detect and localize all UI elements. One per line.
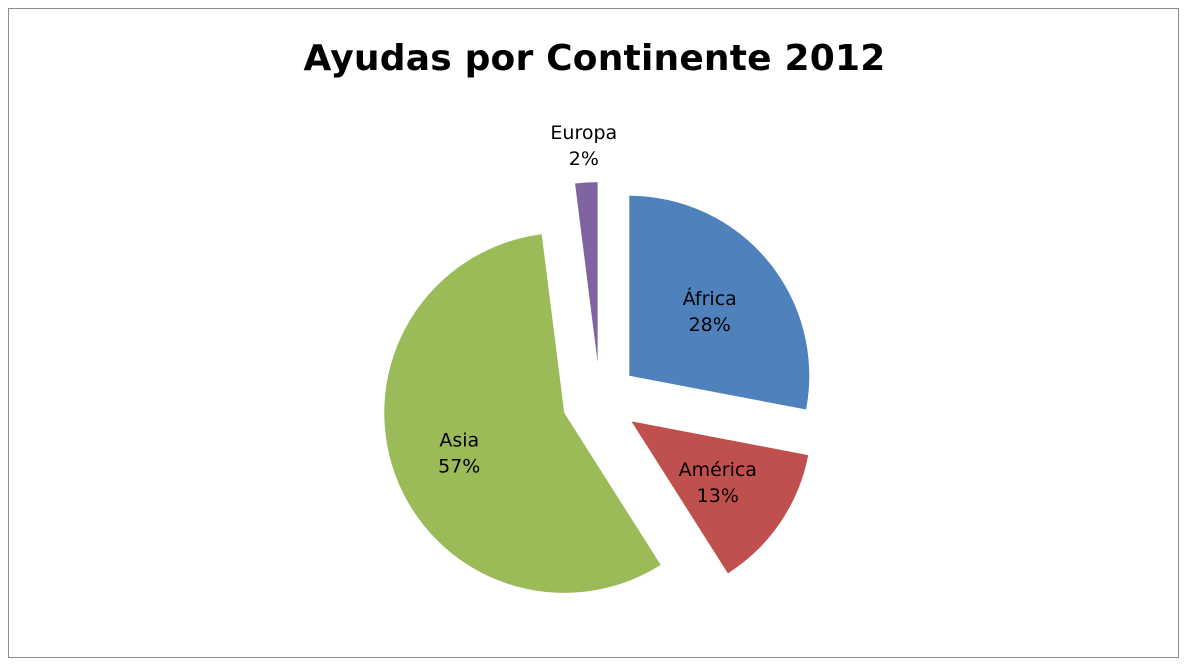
slice-label-name: Europa bbox=[550, 122, 617, 144]
pie-slice-europa bbox=[575, 182, 598, 363]
slice-label-percent: 57% bbox=[438, 456, 480, 478]
slice-label-percent: 13% bbox=[697, 485, 739, 507]
slice-label-name: Asia bbox=[439, 430, 479, 452]
slice-label-name: África bbox=[683, 287, 737, 310]
pie-slices bbox=[384, 182, 810, 593]
pie-labels: África 28% América 13% Asia 57% Europa 2% bbox=[438, 122, 757, 507]
pie-slice-asia bbox=[384, 234, 661, 593]
slice-label-percent: 28% bbox=[689, 314, 731, 336]
slice-label-name: América bbox=[679, 459, 757, 481]
slice-label-percent: 2% bbox=[569, 148, 599, 170]
pie-slice-africa bbox=[629, 195, 810, 410]
pie-slice-america bbox=[631, 421, 809, 574]
chart-title: Ayudas por Continente 2012 bbox=[303, 38, 886, 79]
